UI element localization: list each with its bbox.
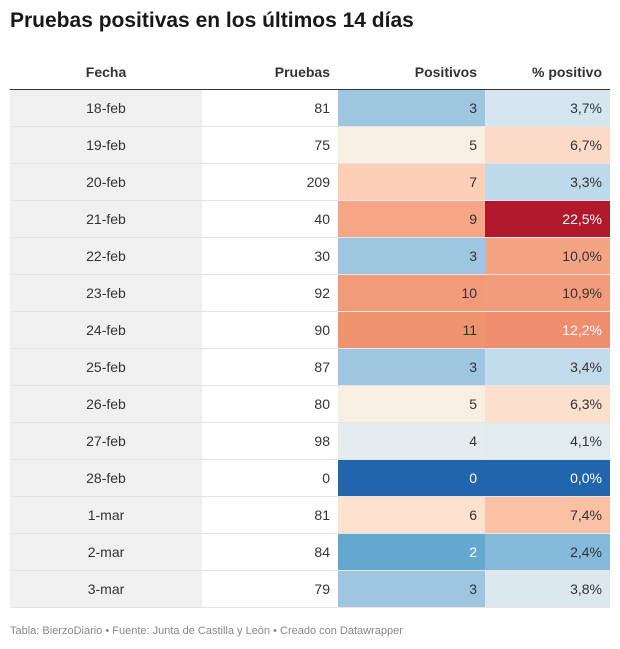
cell-positivos: 2 xyxy=(338,533,485,571)
table-row: 27-feb 98 4 4,1% xyxy=(10,422,610,460)
table-row: 24-feb 90 11 12,2% xyxy=(10,311,610,349)
table-row: 3-mar 79 3 3,8% xyxy=(10,570,610,608)
cell-pruebas: 84 xyxy=(202,533,338,571)
table-row: 25-feb 87 3 3,4% xyxy=(10,348,610,386)
chart-title: Pruebas positivas en los últimos 14 días xyxy=(10,9,414,32)
table-row: 23-feb 92 10 10,9% xyxy=(10,274,610,312)
cell-positivos: 3 xyxy=(338,237,485,275)
cell-fecha: 23-feb xyxy=(10,274,202,312)
data-table: Fecha Pruebas Positivos % positivo 18-fe… xyxy=(10,54,610,608)
cell-pct-positivo: 2,4% xyxy=(485,533,610,571)
cell-pct-positivo: 7,4% xyxy=(485,496,610,534)
cell-fecha: 24-feb xyxy=(10,311,202,349)
cell-positivos: 10 xyxy=(338,274,485,312)
cell-fecha: 22-feb xyxy=(10,237,202,275)
cell-fecha: 2-mar xyxy=(10,533,202,571)
cell-positivos: 6 xyxy=(338,496,485,534)
cell-positivos: 0 xyxy=(338,459,485,497)
cell-pruebas: 87 xyxy=(202,348,338,386)
cell-pruebas: 81 xyxy=(202,89,338,127)
cell-positivos: 5 xyxy=(338,126,485,164)
cell-pct-positivo: 12,2% xyxy=(485,311,610,349)
cell-pruebas: 81 xyxy=(202,496,338,534)
footer-source: Tabla: BierzoDiario • Fuente: Junta de C… xyxy=(10,625,403,637)
cell-fecha: 3-mar xyxy=(10,570,202,608)
table-row: 21-feb 40 9 22,5% xyxy=(10,200,610,238)
cell-pct-positivo: 3,4% xyxy=(485,348,610,386)
cell-positivos: 7 xyxy=(338,163,485,201)
column-header-pct-positivo[interactable]: % positivo xyxy=(485,54,610,90)
cell-pct-positivo: 3,8% xyxy=(485,570,610,608)
cell-positivos: 11 xyxy=(338,311,485,349)
cell-fecha: 27-feb xyxy=(10,422,202,460)
table-row: 28-feb 0 0 0,0% xyxy=(10,459,610,497)
cell-pruebas: 75 xyxy=(202,126,338,164)
table-body: 18-feb 81 3 3,7% 19-feb 75 5 6,7% 20-feb 209 7 3,3%… xyxy=(10,89,610,608)
cell-pct-positivo: 10,9% xyxy=(485,274,610,312)
cell-pct-positivo: 4,1% xyxy=(485,422,610,460)
cell-positivos: 4 xyxy=(338,422,485,460)
cell-positivos: 9 xyxy=(338,200,485,238)
cell-pct-positivo: 3,7% xyxy=(485,89,610,127)
cell-pct-positivo: 22,5% xyxy=(485,200,610,238)
cell-pct-positivo: 10,0% xyxy=(485,237,610,275)
table-row: 1-mar 81 6 7,4% xyxy=(10,496,610,534)
cell-pct-positivo: 6,3% xyxy=(485,385,610,423)
cell-pct-positivo: 6,7% xyxy=(485,126,610,164)
cell-pct-positivo: 3,3% xyxy=(485,163,610,201)
cell-positivos: 3 xyxy=(338,89,485,127)
cell-fecha: 28-feb xyxy=(10,459,202,497)
cell-positivos: 5 xyxy=(338,385,485,423)
table-header-row: Fecha Pruebas Positivos % positivo xyxy=(10,54,610,90)
cell-fecha: 20-feb xyxy=(10,163,202,201)
column-header-fecha[interactable]: Fecha xyxy=(10,54,202,90)
cell-pruebas: 92 xyxy=(202,274,338,312)
cell-fecha: 18-feb xyxy=(10,89,202,127)
cell-pruebas: 209 xyxy=(202,163,338,201)
cell-positivos: 3 xyxy=(338,348,485,386)
table-row: 19-feb 75 5 6,7% xyxy=(10,126,610,164)
cell-pruebas: 98 xyxy=(202,422,338,460)
column-header-positivos[interactable]: Positivos xyxy=(338,54,485,90)
cell-pruebas: 30 xyxy=(202,237,338,275)
cell-pruebas: 0 xyxy=(202,459,338,497)
cell-fecha: 25-feb xyxy=(10,348,202,386)
table-row: 22-feb 30 3 10,0% xyxy=(10,237,610,275)
cell-pct-positivo: 0,0% xyxy=(485,459,610,497)
cell-pruebas: 79 xyxy=(202,570,338,608)
table-row: 2-mar 84 2 2,4% xyxy=(10,533,610,571)
cell-pruebas: 90 xyxy=(202,311,338,349)
cell-fecha: 26-feb xyxy=(10,385,202,423)
cell-fecha: 1-mar xyxy=(10,496,202,534)
cell-fecha: 21-feb xyxy=(10,200,202,238)
table-row: 26-feb 80 5 6,3% xyxy=(10,385,610,423)
cell-pruebas: 40 xyxy=(202,200,338,238)
column-header-pruebas[interactable]: Pruebas xyxy=(202,54,338,90)
cell-pruebas: 80 xyxy=(202,385,338,423)
cell-fecha: 19-feb xyxy=(10,126,202,164)
table-row: 18-feb 81 3 3,7% xyxy=(10,89,610,127)
cell-positivos: 3 xyxy=(338,570,485,608)
table-row: 20-feb 209 7 3,3% xyxy=(10,163,610,201)
